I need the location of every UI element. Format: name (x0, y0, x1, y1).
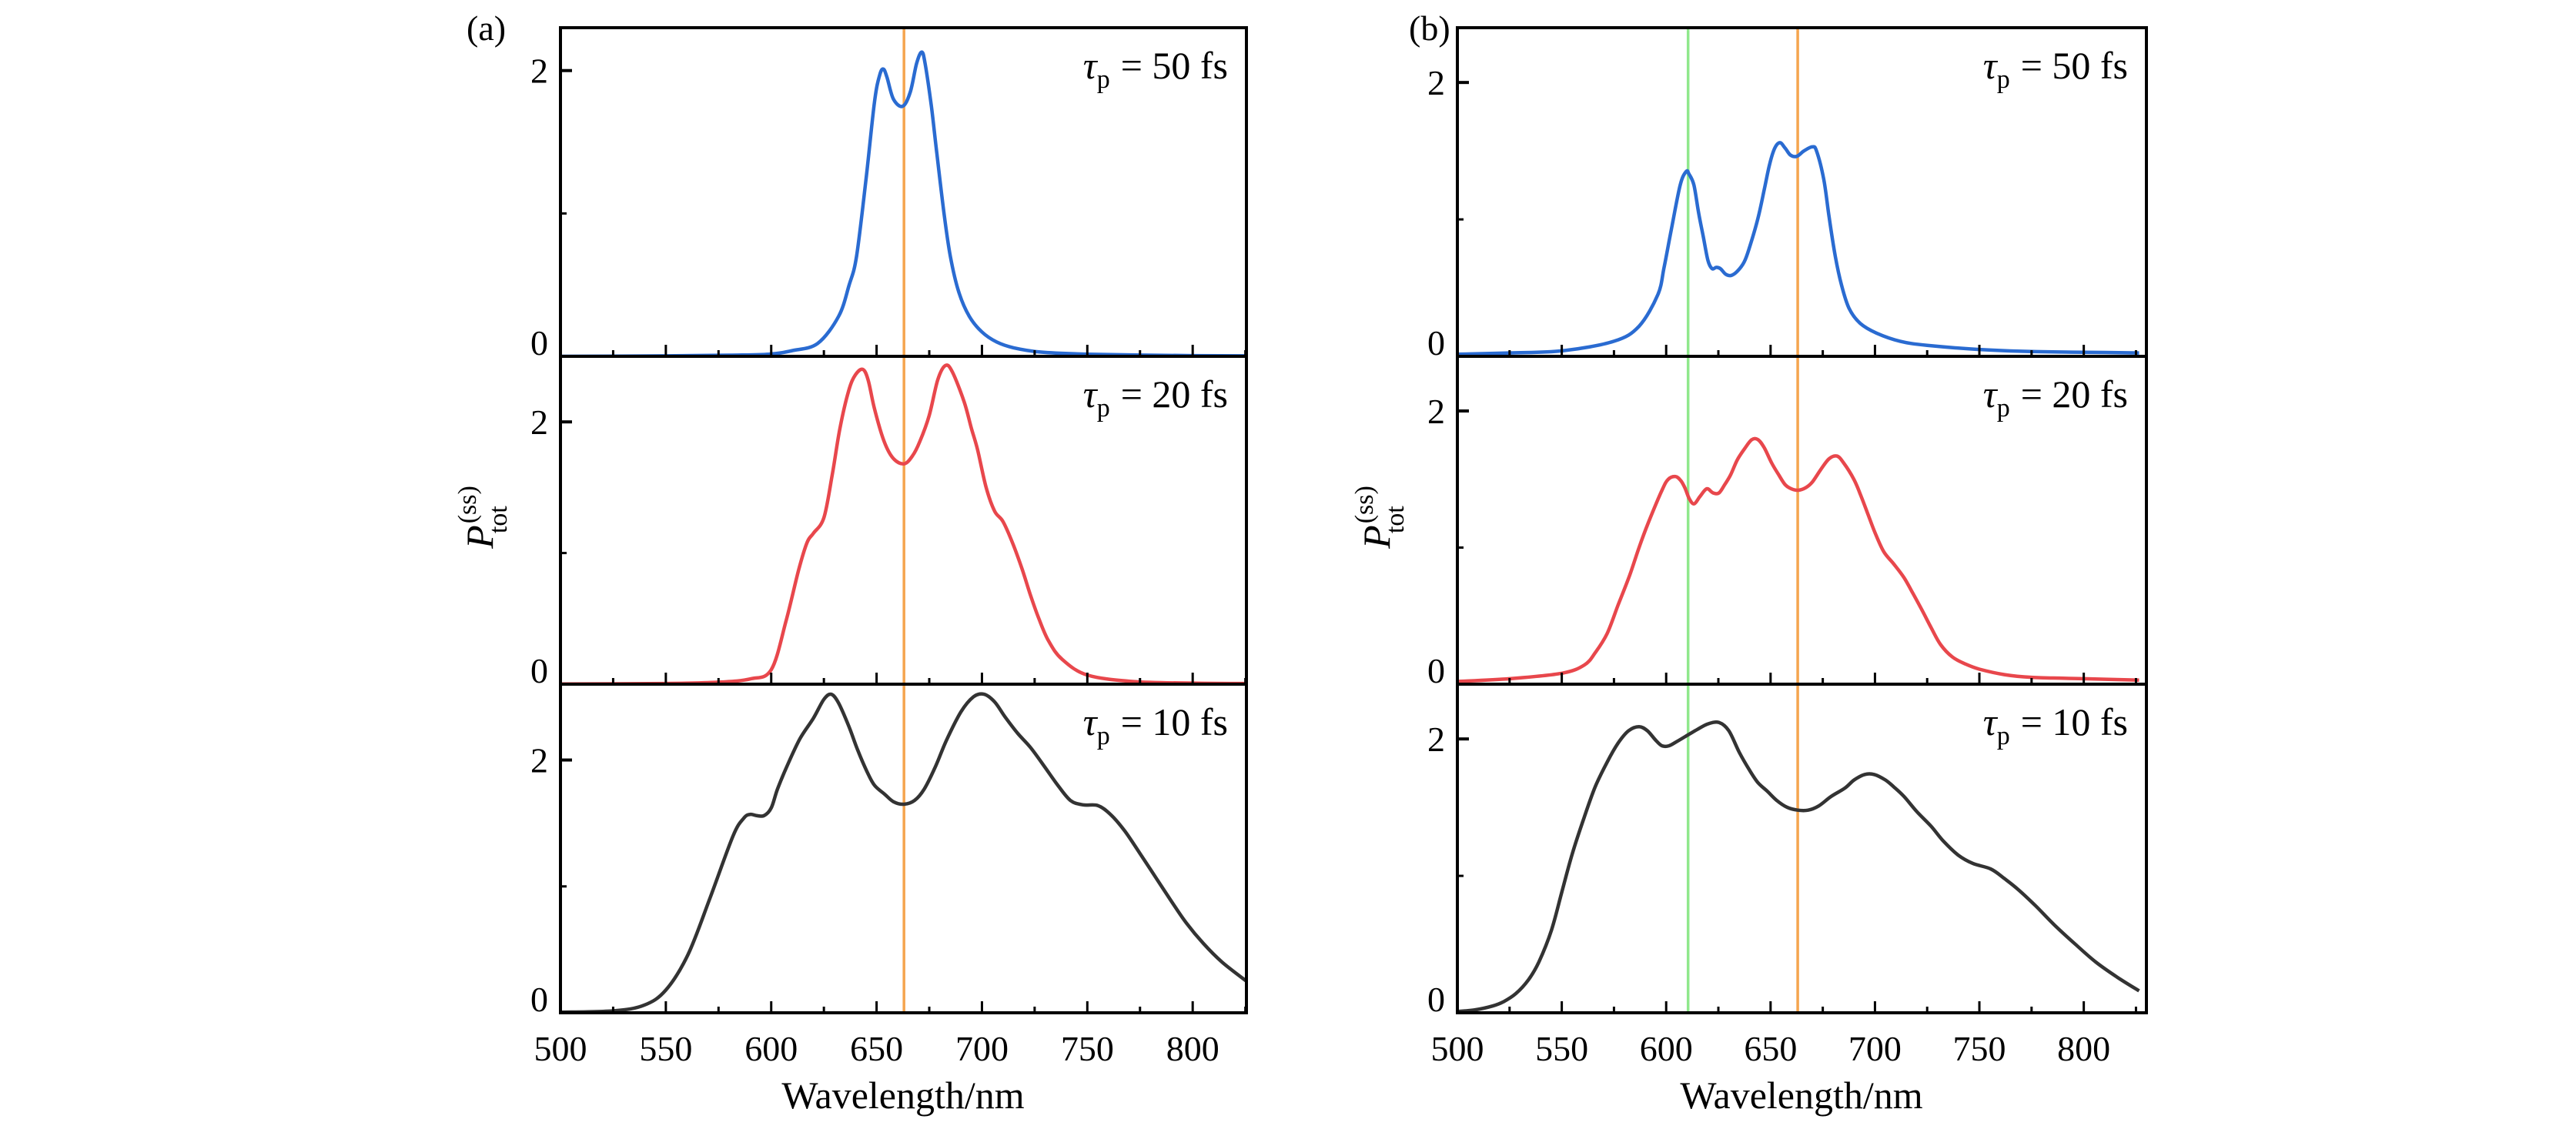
y-tick-label: 2 (530, 52, 548, 91)
y-tick-label: 2 (1427, 720, 1445, 759)
x-tick-label: 550 (639, 1029, 692, 1068)
x-tick-label: 750 (1061, 1029, 1114, 1068)
tau-symbol: τ (1983, 44, 1999, 87)
subplot-1: 0 2 τp = 50 fs (530, 26, 1248, 362)
series-line (1457, 720, 2140, 1013)
annotation-value: = 20 fs (1121, 372, 1228, 416)
y-label-subscript: tot (1381, 506, 1410, 533)
x-tick-label: 500 (534, 1029, 587, 1068)
y-tick-label: 2 (530, 402, 548, 442)
series-line (1457, 141, 2139, 356)
subplot-3: 0 2 τp = 10 fs (1427, 683, 2148, 1019)
x-axis-label: Wavelength/nm (1680, 1074, 1922, 1117)
tau-subscript: p (1997, 722, 2010, 750)
panel-label: (a) (467, 8, 506, 48)
pulse-duration-annotation: τp = 20 fs (1983, 372, 2128, 423)
tau-symbol: τ (1983, 700, 1999, 743)
y-label-superscript: (ss) (1350, 486, 1379, 523)
y-tick-label: 0 (1427, 323, 1445, 362)
x-tick-label: 750 (1953, 1029, 2006, 1068)
y-label-superscript: (ss) (453, 486, 482, 523)
x-tick-label: 600 (744, 1029, 798, 1068)
y-tick-label: 0 (1427, 980, 1445, 1019)
y-tick-label: 2 (1427, 392, 1445, 431)
annotation-value: = 50 fs (1121, 44, 1228, 87)
subplot-2: 0 2 τp = 20 fs (530, 355, 1248, 690)
tau-subscript: p (1997, 65, 2010, 94)
x-tick-label: 800 (2057, 1029, 2110, 1068)
pulse-duration-annotation: τp = 20 fs (1083, 372, 1228, 423)
tau-symbol: τ (1983, 372, 1999, 416)
tau-subscript: p (1997, 394, 2010, 423)
subplot-1: 0 2 τp = 50 fs (1427, 26, 2148, 362)
tau-subscript: p (1097, 394, 1110, 423)
x-tick-label: 500 (1431, 1029, 1484, 1068)
annotation-value: = 20 fs (2021, 372, 2128, 416)
annotation-value: = 10 fs (1121, 700, 1228, 743)
pulse-duration-annotation: τp = 10 fs (1983, 700, 2128, 750)
plot-frame (1456, 683, 2148, 1014)
series-line (560, 363, 1246, 684)
y-label-subscript: tot (484, 506, 513, 533)
tau-subscript: p (1097, 65, 1110, 94)
y-label-symbol: P (1355, 525, 1398, 549)
y-tick-label: 0 (1427, 651, 1445, 690)
y-label-symbol: P (458, 525, 501, 549)
annotation-value: = 10 fs (2021, 700, 2128, 743)
x-tick-label: 650 (850, 1029, 903, 1068)
x-tick-label: 700 (955, 1029, 1009, 1068)
y-axis-label: P(ss)tot (453, 486, 513, 549)
x-axis-label: Wavelength/nm (781, 1074, 1024, 1117)
y-tick-label: 0 (530, 651, 548, 690)
y-tick-label: 0 (530, 323, 548, 362)
series-line (1457, 436, 2139, 683)
pulse-duration-annotation: τp = 10 fs (1083, 700, 1228, 750)
series-line (560, 692, 1246, 1013)
tau-symbol: τ (1083, 372, 1099, 416)
y-tick-label: 2 (530, 741, 548, 780)
plot-frame (559, 683, 1248, 1014)
panel-label: (b) (1409, 8, 1450, 48)
pulse-duration-annotation: τp = 50 fs (1083, 44, 1228, 94)
tau-subscript: p (1097, 722, 1110, 750)
x-tick-label: 800 (1166, 1029, 1219, 1068)
annotation-value: = 50 fs (2021, 44, 2128, 87)
x-tick-label: 550 (1535, 1029, 1588, 1068)
x-tick-label: 650 (1744, 1029, 1797, 1068)
subplot-3: 0 2 τp = 10 fs (530, 683, 1248, 1019)
series-line (560, 50, 1246, 356)
pulse-duration-annotation: τp = 50 fs (1983, 44, 2128, 94)
subplot-2: 0 2 τp = 20 fs (1427, 355, 2148, 690)
x-tick-label: 700 (1848, 1029, 1902, 1068)
y-tick-label: 2 (1427, 63, 1445, 102)
tau-symbol: τ (1083, 44, 1099, 87)
y-tick-label: 0 (530, 980, 548, 1019)
y-axis-label: P(ss)tot (1350, 486, 1410, 549)
x-tick-label: 600 (1640, 1029, 1693, 1068)
tau-symbol: τ (1083, 700, 1099, 743)
